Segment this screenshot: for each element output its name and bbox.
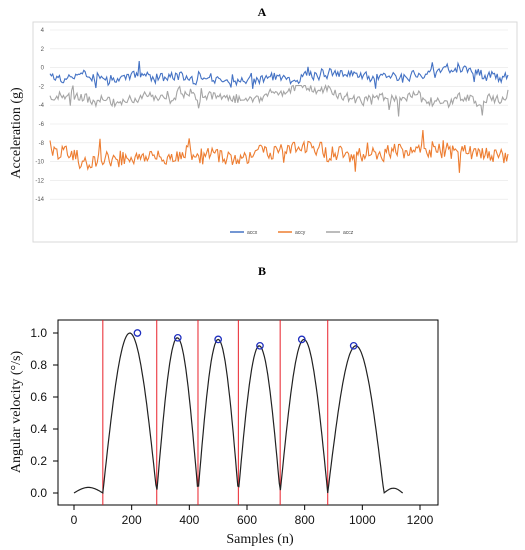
- panel-a-grid: [50, 29, 508, 200]
- panel-b-title: B: [258, 264, 266, 278]
- panel-b-boundaries: [102, 320, 329, 505]
- panel-a-ytick: -10: [35, 160, 44, 166]
- panel-b-xtick-label: 0: [71, 513, 78, 527]
- series-accy-line: [49, 129, 509, 173]
- panel-b-xticks: 0 200 400 600 800 1000 1200: [71, 505, 434, 527]
- panel-a-ylabel: Acceleration (g): [9, 87, 24, 179]
- panel-a-yticks: 4 2 0 -2 -4 -6 -8 -10 -12 -14: [35, 28, 44, 203]
- panel-a-title: A: [258, 5, 267, 19]
- series-accx-line: [49, 61, 509, 89]
- peak-marker: [173, 333, 182, 342]
- panel-a-ytick: -2: [39, 84, 45, 90]
- panel-b-ytick-label: 0.4: [30, 422, 47, 436]
- panel-b-xtick-label: 1000: [349, 513, 376, 527]
- legend-label-accy: accy: [295, 230, 306, 236]
- panel-b-xtick-label: 800: [295, 513, 315, 527]
- peak-marker: [256, 341, 264, 350]
- panel-b-xtick-label: 600: [237, 513, 257, 527]
- panel-b-xtick-label: 200: [122, 513, 142, 527]
- panel-a-legend: accx accy accz: [230, 230, 354, 236]
- panel-a-ytick: -12: [35, 178, 44, 184]
- peak-marker: [133, 329, 142, 337]
- peak-marker: [297, 335, 306, 344]
- series-accz-line: [49, 83, 509, 117]
- panel-b-ylabel: Angular velocity (°/s): [9, 351, 24, 474]
- panel-a-ytick: -14: [35, 197, 44, 203]
- peak-marker: [349, 341, 358, 350]
- panel-a-ytick: 2: [41, 47, 45, 53]
- panel-a-ytick: 4: [41, 28, 45, 34]
- panel-b-ytick-label: 0.2: [30, 454, 47, 468]
- panel-a-series: [49, 61, 509, 173]
- panel-a-ytick: -4: [39, 103, 45, 109]
- panel-b-xtick-label: 1200: [407, 513, 434, 527]
- panel-a-ytick: 0: [41, 66, 45, 72]
- panel-b-ytick-label: 1.0: [30, 326, 47, 340]
- peak-marker: [214, 335, 223, 344]
- panel-b-ytick-label: 0.0: [30, 486, 47, 500]
- panel-b-yticks: 0.0 0.2 0.4 0.6 0.8 1.0: [30, 326, 58, 500]
- panel-a-ytick: -6: [39, 122, 45, 128]
- panel-b-peaks: [133, 329, 358, 350]
- panel-b-frame: [57, 319, 439, 506]
- panel-a-ytick: -8: [39, 141, 45, 147]
- panel-b-curve: [73, 332, 404, 495]
- panel-b-ytick-label: 0.6: [30, 390, 47, 404]
- legend-label-accx: accx: [247, 230, 258, 236]
- legend-label-accz: accz: [343, 230, 354, 236]
- panel-b-xlabel: Samples (n): [226, 532, 294, 547]
- panel-a-frame: [32, 21, 518, 243]
- panel-b-ytick-label: 0.8: [30, 358, 47, 372]
- panel-b-xtick-label: 400: [179, 513, 199, 527]
